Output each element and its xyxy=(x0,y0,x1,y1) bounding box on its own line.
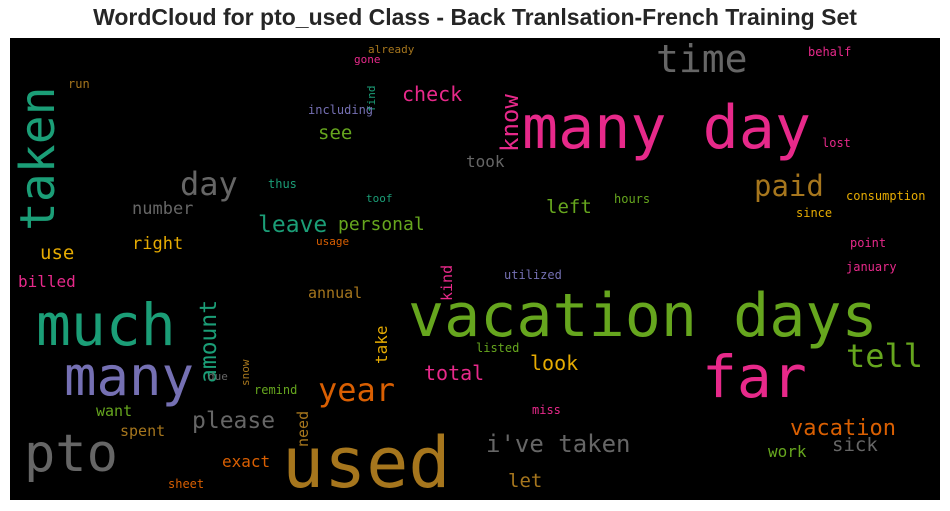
word-sheet: sheet xyxy=(168,477,205,491)
word-took: took xyxy=(466,152,505,171)
word-pto: pto xyxy=(24,424,118,484)
word-much: much xyxy=(36,291,176,359)
word-miss: miss xyxy=(532,403,561,417)
word-many: many xyxy=(64,345,195,408)
word-cloud: vacation days used many day much far many pto t… xyxy=(10,38,940,500)
word-including: including xyxy=(308,103,374,117)
word-let: let xyxy=(508,470,543,492)
word-want: want xyxy=(96,402,133,420)
word-thus: thus xyxy=(268,177,297,191)
word-utilized: utilized xyxy=(504,268,562,282)
word-tell: tell xyxy=(846,337,924,375)
word-due: due xyxy=(208,370,228,383)
word-take: take xyxy=(372,325,391,364)
chart-title: WordCloud for pto_used Class - Back Tran… xyxy=(93,4,857,30)
word-consumption: consumption xyxy=(846,189,926,203)
word-listed: listed xyxy=(476,341,520,355)
word-kind: kind xyxy=(438,264,456,301)
word-sick: sick xyxy=(832,434,878,456)
word-vacation-days: vacation days xyxy=(408,281,878,351)
word-personal: personal xyxy=(338,214,425,235)
word-already: already xyxy=(368,43,415,56)
word-year: year xyxy=(318,371,396,409)
word-billed: billed xyxy=(18,272,76,291)
word-behalf: behalf xyxy=(808,45,852,59)
word-far: far xyxy=(702,343,807,411)
word-january: january xyxy=(846,260,897,274)
word-day: day xyxy=(180,165,238,203)
word-vacation: vacation xyxy=(790,416,896,441)
word-run: run xyxy=(68,77,90,91)
word-taken: taken xyxy=(10,86,66,231)
word-left: left xyxy=(546,196,592,218)
word-total: total xyxy=(424,361,485,385)
word-exact: exact xyxy=(222,452,271,471)
word-ive-taken: i've taken xyxy=(486,430,631,458)
word-hours: hours xyxy=(614,192,651,206)
word-look: look xyxy=(530,351,579,375)
word-need: need xyxy=(294,410,312,447)
word-remind: remind xyxy=(254,383,298,397)
word-paid: paid xyxy=(754,169,824,203)
word-leave: leave xyxy=(258,212,328,238)
word-right: right xyxy=(132,234,184,254)
word-spent: spent xyxy=(120,422,166,440)
word-work: work xyxy=(768,442,807,461)
word-time: time xyxy=(656,38,748,81)
word-know: know xyxy=(496,94,524,153)
word-snow: snow xyxy=(239,359,252,387)
word-use: use xyxy=(40,242,75,264)
word-see: see xyxy=(318,122,353,144)
word-since: since xyxy=(796,206,833,220)
word-usage: usage xyxy=(316,235,350,248)
word-please: please xyxy=(192,408,276,434)
word-toof: toof xyxy=(366,192,393,205)
word-used: used xyxy=(282,422,451,500)
word-gone: gone xyxy=(354,53,381,66)
word-annual: annual xyxy=(308,284,363,302)
word-point: point xyxy=(850,236,887,250)
word-number: number xyxy=(132,199,194,219)
word-check: check xyxy=(402,82,463,106)
word-many-day: many day xyxy=(522,93,811,163)
word-lost: lost xyxy=(822,136,851,150)
